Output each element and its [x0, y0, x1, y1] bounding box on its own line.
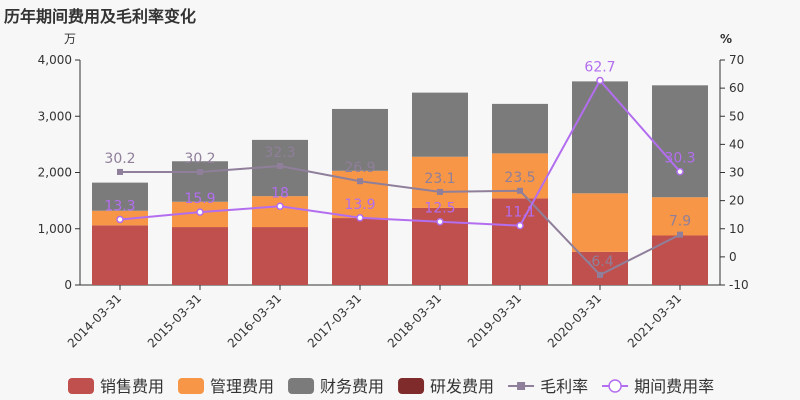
- line-point-square: [117, 168, 123, 175]
- bar-segment: [412, 92, 468, 157]
- legend-label: 毛利率: [540, 377, 588, 396]
- line-point-square: [517, 187, 523, 194]
- bar-segment: [252, 227, 308, 285]
- right-tick-label: 20: [729, 194, 744, 208]
- line-point-circle: [196, 208, 204, 216]
- data-label: 23.5: [504, 170, 535, 186]
- line-point-circle: [356, 214, 364, 222]
- line-point-circle: [516, 221, 524, 230]
- right-tick-label: 30: [729, 166, 744, 180]
- left-tick-label: 3,000: [38, 109, 72, 123]
- legend-label: 管理费用: [210, 377, 274, 396]
- x-tick-label: 2019-03-31: [465, 291, 524, 350]
- legend-marker-square: [517, 382, 526, 390]
- line-point-square: [597, 271, 603, 278]
- data-label: 30.2: [184, 151, 215, 167]
- chart-title: 历年期间费用及毛利率变化: [4, 7, 197, 26]
- legend-label: 研发费用: [430, 377, 494, 396]
- left-tick-label: 2,000: [38, 166, 72, 180]
- data-label: 7.9: [669, 214, 691, 230]
- data-label: 11.1: [504, 205, 535, 221]
- right-tick-label: 10: [729, 222, 744, 236]
- bar-segment: [172, 161, 228, 202]
- right-tick-label: -10: [729, 278, 749, 292]
- legend-label: 期间费用率: [634, 377, 714, 396]
- legend-label: 销售费用: [100, 377, 164, 396]
- data-label: -6.4: [586, 254, 613, 270]
- data-label: 15.9: [184, 191, 215, 207]
- bar-segment: [92, 182, 148, 211]
- line-point-square: [437, 188, 443, 195]
- data-label: 13.3: [104, 198, 135, 214]
- bar-segment: [172, 227, 228, 285]
- left-tick-label: 4,000: [38, 53, 72, 67]
- left-tick-label: 1,000: [38, 222, 72, 236]
- data-label: 13.9: [344, 197, 375, 213]
- line-point-circle: [596, 76, 604, 85]
- right-tick-label: 40: [729, 137, 744, 151]
- right-tick-label: 70: [729, 53, 744, 67]
- x-tick-label: 2021-03-31: [625, 291, 684, 350]
- line-point-circle: [276, 202, 284, 210]
- series-line: [119, 78, 681, 227]
- line-point-square: [357, 178, 363, 185]
- data-label: 32.3: [264, 145, 295, 161]
- x-tick-label: 2020-03-31: [545, 291, 604, 350]
- data-label: 30.3: [664, 151, 695, 167]
- x-tick-label: 2014-03-31: [65, 291, 124, 350]
- x-tick-label: 2016-03-31: [225, 291, 284, 350]
- right-tick-label: 60: [729, 81, 744, 95]
- bar-segment: [572, 193, 628, 252]
- line-point-circle: [436, 217, 444, 226]
- line-point-square: [677, 231, 683, 238]
- bar-segment: [652, 85, 708, 198]
- bar-segment: [332, 108, 388, 171]
- data-label: 23.1: [424, 171, 455, 187]
- legend-swatch: [68, 378, 94, 394]
- bar-segment: [572, 81, 628, 194]
- data-label: 18: [271, 185, 289, 201]
- left-axis-unit: 万: [64, 32, 76, 46]
- bar-segment: [652, 197, 708, 236]
- line-point-circle: [116, 215, 124, 224]
- data-label: 62.7: [584, 60, 615, 76]
- legend-marker-circle: [608, 379, 622, 393]
- bar-segment: [572, 251, 628, 285]
- bar-segment: [92, 225, 148, 285]
- bar-segment: [492, 103, 548, 154]
- legend-swatch: [178, 378, 205, 394]
- data-label: 12.5: [424, 201, 455, 217]
- right-tick-label: 0: [729, 250, 737, 264]
- x-tick-label: 2015-03-31: [145, 291, 204, 350]
- bar-segment: [332, 218, 388, 285]
- x-tick-label: 2018-03-31: [385, 291, 444, 350]
- data-label: 26.9: [344, 160, 375, 176]
- line-point-circle: [676, 167, 684, 176]
- legend-label: 财务费用: [320, 377, 384, 396]
- line-point-square: [277, 163, 283, 170]
- right-tick-label: 50: [729, 109, 744, 123]
- legend-swatch: [288, 378, 315, 394]
- bar-segment: [252, 196, 308, 228]
- series-line: [120, 165, 681, 277]
- bar-segment: [652, 235, 708, 285]
- bar-segment: [412, 156, 468, 208]
- line-point-square: [197, 168, 203, 175]
- left-tick-label: 0: [64, 278, 72, 292]
- legend-swatch: [398, 378, 425, 394]
- bar-segment: [492, 198, 548, 285]
- right-axis-unit: %: [720, 32, 732, 46]
- data-label: 30.2: [104, 151, 135, 167]
- x-tick-label: 2017-03-31: [305, 291, 364, 350]
